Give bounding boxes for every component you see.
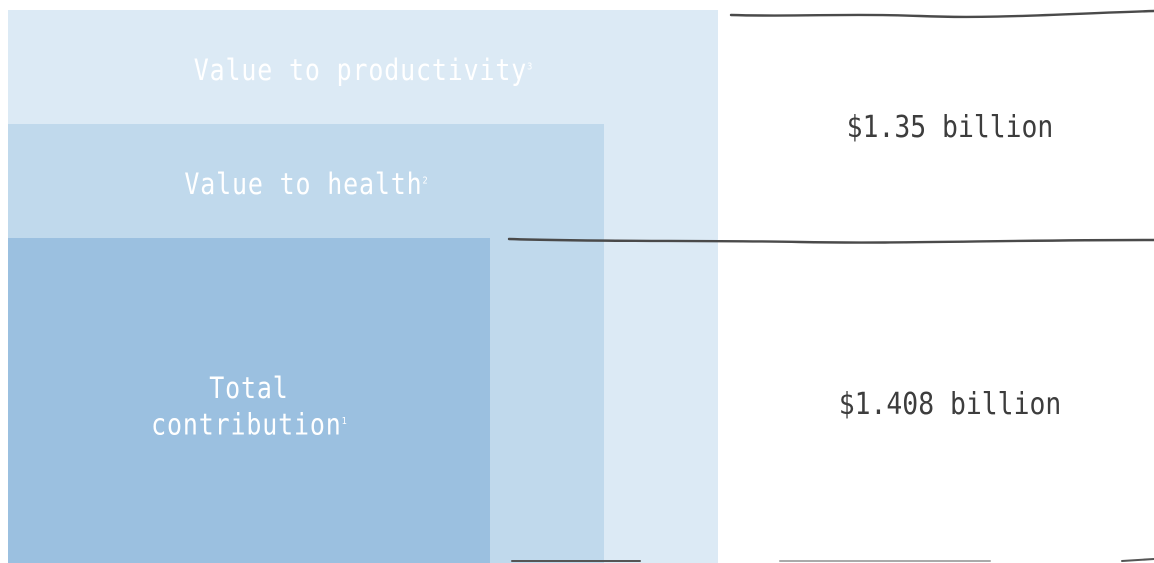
bottom-rule-right xyxy=(1121,558,1154,562)
total-contribution-text: contribution xyxy=(151,407,342,442)
top-rule xyxy=(729,9,1154,19)
total-contribution-line-2: contribution1 xyxy=(42,405,457,442)
bottom-value-amount: $1.408 billion xyxy=(838,387,1062,422)
total-contribution-layer: Total contribution1 xyxy=(8,238,490,563)
value-to-health-text: Value to health xyxy=(184,167,423,201)
value-to-health-label: Value to health2 xyxy=(50,170,563,199)
value-to-productivity-text: Value to productivity xyxy=(193,53,528,87)
footnote-marker-3: 3 xyxy=(527,61,533,73)
top-value-amount: $1.35 billion xyxy=(846,110,1054,145)
footnote-marker-2: 2 xyxy=(422,175,428,187)
footnote-marker-1: 1 xyxy=(341,416,347,427)
total-contribution-line-1: Total xyxy=(209,371,289,405)
value-to-productivity-label: Value to productivity3 xyxy=(58,56,669,85)
total-contribution-label: Total contribution1 xyxy=(42,371,457,442)
